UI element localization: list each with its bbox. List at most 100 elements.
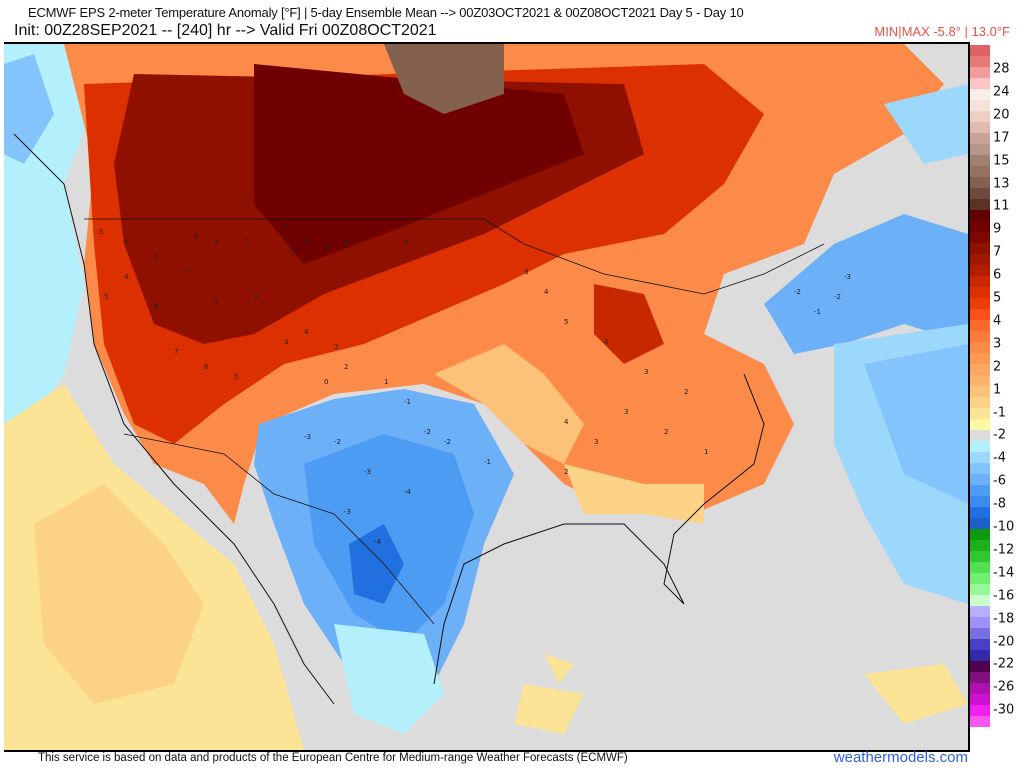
anomaly-value: -4	[374, 538, 382, 546]
anomaly-value: 8	[214, 238, 218, 246]
min-max-readout: MIN|MAX -5.8° | 13.0°F	[874, 24, 1010, 39]
color-swatch	[970, 133, 990, 144]
color-swatch	[970, 309, 990, 320]
anomaly-value: 9	[284, 223, 288, 231]
se-light-orange	[564, 464, 704, 524]
anomaly-value: 6	[204, 363, 209, 371]
color-swatch	[970, 56, 990, 67]
color-swatch	[970, 529, 990, 540]
anomaly-value: 5	[154, 253, 158, 261]
color-swatch	[970, 331, 990, 342]
plains-deep-blue	[349, 524, 404, 604]
color-swatch	[970, 441, 990, 452]
anomaly-value: -2	[834, 293, 841, 301]
anomaly-value: 9	[324, 243, 328, 251]
anomaly-value: 3	[284, 338, 288, 346]
color-swatch	[970, 573, 990, 584]
color-swatch	[970, 265, 990, 276]
anomaly-value: -1	[814, 308, 821, 316]
anomaly-value: 8	[304, 238, 308, 246]
warm-region-core	[254, 64, 584, 264]
anomaly-value: -2	[794, 288, 801, 296]
anomaly-map: 5 4 5 4 5 6 8 7 9 8 10 9 8 7 6 7 5 6 8 7 6 5 3 4 3 2 1 0 -1 -2 -3 -2 -3-…	[4, 42, 970, 752]
color-swatch	[970, 562, 990, 573]
color-swatch	[970, 177, 990, 188]
anomaly-value: 5	[104, 293, 108, 301]
color-swatch	[970, 650, 990, 661]
anomaly-value: 4	[124, 273, 129, 281]
anomaly-value: 2	[664, 428, 668, 436]
anomaly-value: -3	[304, 433, 311, 441]
anomaly-value: 7	[174, 348, 178, 356]
caribbean-warm-1	[864, 664, 968, 724]
color-swatch	[970, 100, 990, 111]
color-swatch	[970, 122, 990, 133]
gulf-spot	[544, 654, 574, 684]
atlantic-cool-mid	[864, 344, 968, 504]
color-scale-label: 7	[993, 244, 1002, 260]
color-scale-label: -6	[993, 473, 1006, 489]
color-swatch	[970, 518, 990, 529]
color-swatch	[970, 144, 990, 155]
color-swatch	[970, 595, 990, 606]
anomaly-value: 5	[564, 318, 568, 326]
color-swatch	[970, 683, 990, 694]
color-swatch	[970, 364, 990, 375]
anomaly-value: -1	[404, 398, 411, 406]
anomaly-value: -3	[844, 273, 851, 281]
coastline	[13, 133, 335, 705]
anomaly-value: 6	[194, 233, 199, 241]
color-swatch	[970, 705, 990, 716]
caribbean-warm-2	[514, 684, 584, 734]
anomaly-value: 10	[289, 248, 298, 256]
color-swatch	[970, 507, 990, 518]
anomaly-value: -4	[404, 488, 412, 496]
color-swatch	[970, 540, 990, 551]
color-scale-labels: 28 24 20 17 15 13 11 9 7 6 5 4 3 2 1 -1 -2 -4 -6 -8 -10 -12 -1…	[993, 0, 1024, 768]
color-swatch	[970, 199, 990, 210]
color-scale-label: 4	[993, 313, 1002, 329]
color-scale-label: -18	[993, 611, 1015, 627]
color-swatch	[970, 551, 990, 562]
color-scale-label: 6	[993, 267, 1002, 283]
color-swatch	[970, 474, 990, 485]
anomaly-value: 2	[344, 363, 348, 371]
color-scale-label: -10	[993, 519, 1015, 535]
color-swatch	[970, 397, 990, 408]
color-swatch	[970, 298, 990, 309]
border-us-mexico	[123, 433, 435, 625]
init-valid-line: Init: 00Z28SEP2021 -- [240] hr --> Valid…	[14, 22, 437, 39]
color-swatch	[970, 375, 990, 386]
color-swatch	[970, 221, 990, 232]
color-scale-label: -12	[993, 542, 1015, 558]
anomaly-value: -1	[484, 458, 491, 466]
color-scale-label: 13	[993, 176, 1010, 191]
color-scale-label: 2	[993, 359, 1002, 375]
color-swatch	[970, 232, 990, 243]
color-scale-label: -4	[993, 450, 1006, 466]
color-scale-label: 17	[993, 130, 1010, 146]
color-scale-label: 11	[993, 198, 1010, 214]
color-swatch	[970, 67, 990, 78]
anomaly-value: 8	[344, 238, 348, 246]
northeast-cool-zone	[764, 214, 968, 354]
color-swatch	[970, 639, 990, 650]
map-title: ECMWF EPS 2-meter Temperature Anomaly [°…	[28, 5, 744, 20]
color-swatch	[970, 89, 990, 100]
brand-link[interactable]: weathermodels.com	[833, 749, 968, 766]
color-swatch	[970, 254, 990, 265]
color-swatch	[970, 276, 990, 287]
color-scale-label: -1	[993, 405, 1006, 420]
anomaly-value: 3	[524, 268, 528, 276]
color-swatch	[970, 243, 990, 254]
color-swatch	[970, 408, 990, 419]
color-swatch	[970, 353, 990, 364]
color-scale-label: 3	[993, 336, 1002, 352]
color-swatch	[970, 320, 990, 331]
color-scale-label: -26	[993, 679, 1015, 695]
color-swatch	[970, 694, 990, 705]
anomaly-value: 3	[594, 438, 598, 446]
anomaly-value: 5	[234, 373, 238, 381]
